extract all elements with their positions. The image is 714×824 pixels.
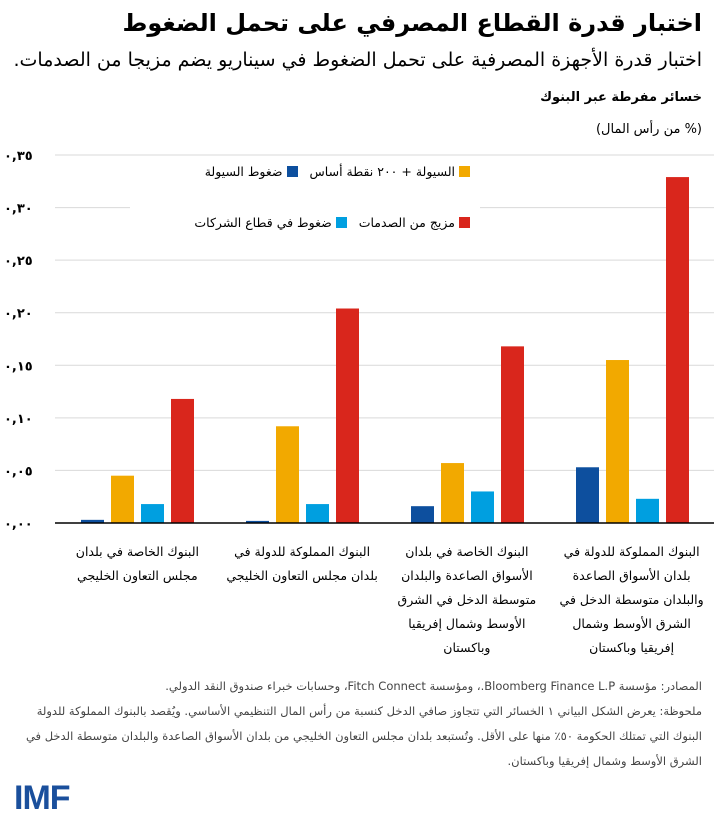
y-tick-label: ٠,٢٠ — [4, 307, 33, 322]
bar — [576, 467, 599, 523]
bar-chart: ٠,٠٠ ٠,٠٥ ٠,١٠ ٠,١٥ ٠,٢٠ ٠,٢٥ ٠,٣٠ ٠,٣٥ — [4, 149, 714, 532]
legend-label: ضغوط في قطاع الشركات — [194, 215, 332, 230]
bar — [411, 506, 434, 523]
bar — [636, 498, 659, 523]
bar — [111, 475, 134, 523]
legend-swatch — [459, 166, 470, 177]
legend-item: ضغوط السيولة — [205, 164, 298, 179]
y-tick-label: ٠,١٥ — [4, 359, 33, 374]
footnote: ملحوظة: يعرض الشكل البياني ١ الخسائر الت… — [25, 704, 702, 768]
bar — [441, 463, 464, 523]
y-tick-label: ٠,١٠ — [4, 412, 33, 427]
y-axis-unit: (% من رأس المال) — [595, 122, 702, 137]
imf-logo: IMF — [14, 779, 71, 817]
y-tick-label: ٠,٠٥ — [4, 464, 33, 479]
chart-subtitle: اختبار قدرة الأجهزة المصرفية على تحمل ال… — [13, 49, 702, 71]
legend-label: مزيج من الصدمات — [358, 215, 455, 230]
legend: السيولة + ٢٠٠ نقطة أساس ضغوط السيولة مزي… — [140, 164, 470, 266]
bar — [306, 504, 329, 523]
bar — [606, 360, 629, 523]
y-axis-label: خسائر مفرطة عبر البنوك — [540, 90, 702, 105]
legend-swatch — [459, 217, 470, 228]
chart-area: ٠,٠٠ ٠,٠٥ ٠,١٠ ٠,١٥ ٠,٢٠ ٠,٢٥ ٠,٣٠ ٠,٣٥ السيولة… — [0, 140, 714, 540]
bar — [666, 177, 689, 523]
category-label: البنوك الخاصة في بلدان الأسواق الصاعدة و… — [397, 544, 537, 655]
bar — [336, 308, 359, 523]
bar — [171, 398, 194, 523]
category-label: البنوك الخاصة في بلدان مجلس التعاون الخل… — [75, 544, 199, 583]
y-tick-label: ٠,٢٥ — [4, 254, 33, 269]
legend-swatch — [335, 217, 347, 228]
legend-label: ضغوط السيولة — [204, 164, 283, 179]
notes: المصادر: مؤسسة Bloomberg Finance L.P.، و… — [12, 674, 702, 774]
header: اختبار قدرة القطاع المصرفي على تحمل الضغ… — [0, 0, 714, 140]
legend-label: السيولة + ٢٠٠ نقطة أساس — [309, 164, 455, 179]
bar — [471, 491, 494, 523]
bar — [141, 504, 164, 523]
bar — [246, 520, 269, 523]
bar — [81, 519, 104, 523]
legend-swatch — [286, 166, 298, 177]
y-tick-label: ٠,٠٠ — [4, 517, 33, 532]
bar — [276, 426, 299, 523]
legend-item: السيولة + ٢٠٠ نقطة أساس — [310, 164, 470, 179]
category-label: البنوك المملوكة للدولة في بلدان الأسواق … — [559, 544, 704, 655]
source-note: المصادر: مؤسسة Bloomberg Finance L.P.، و… — [165, 679, 702, 693]
bar — [501, 346, 524, 523]
chart-title: اختبار قدرة القطاع المصرفي على تحمل الضغ… — [122, 9, 702, 37]
category-label: البنوك المملوكة للدولة في بلدان مجلس الت… — [226, 544, 378, 583]
y-tick-label: ٠,٣٥ — [4, 149, 33, 164]
legend-item: ضغوط في قطاع الشركات — [194, 215, 347, 230]
legend-item: مزيج من الصدمات — [359, 215, 470, 230]
category-labels: البنوك الخاصة في بلدان مجلس التعاون الخل… — [55, 540, 714, 660]
legend-background — [130, 160, 480, 246]
y-tick-label: ٠,٣٠ — [4, 202, 33, 217]
